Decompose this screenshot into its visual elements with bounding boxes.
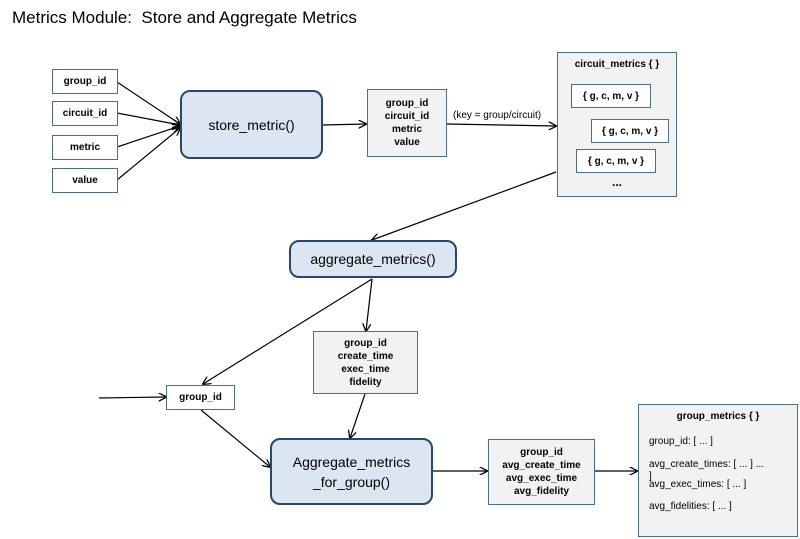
group-id-box: group_id <box>166 385 235 410</box>
field-label: group_id <box>385 98 429 109</box>
arrow-circuit-id-to-store <box>116 112 180 125</box>
field-label: fidelity <box>349 376 382 388</box>
field-label: group_id <box>520 447 563 458</box>
entry-label: { g, c, m, v } <box>582 90 640 102</box>
field-label: circuit_id <box>384 111 430 122</box>
circuit-metrics-panel: circuit_metrics { } { g, c, m, v } { g, … <box>557 52 677 197</box>
input-metric: metric <box>52 135 118 160</box>
circuit-metric-entry: { g, c, m, v } <box>591 119 669 143</box>
key-label: (key = group/circuit) <box>453 110 542 121</box>
group-metrics-line: avg_fidelities: [ ... ] <box>649 501 732 512</box>
input-group-id: group_id <box>52 69 118 94</box>
field-label: avg_fidelity <box>513 486 570 497</box>
arrow-metric-to-store <box>116 126 180 148</box>
function-label: _for_group() <box>312 473 391 490</box>
ellipsis: ... <box>611 175 622 189</box>
circuit-metrics-title: circuit_metrics { } <box>574 59 660 70</box>
field-label: group_id <box>344 337 387 349</box>
group-metrics-line: ] <box>649 471 652 482</box>
field-label: group_id <box>179 392 222 403</box>
group-metrics-line: avg_exec_times: [ ... ] <box>649 479 747 490</box>
arrow-external-to-group-id <box>98 397 166 398</box>
entry-label: { g, c, m, v } <box>587 155 645 167</box>
store-metric-function: store_metric() <box>180 90 323 159</box>
arrow-aggregate-to-fields <box>366 278 373 331</box>
field-label: metric <box>391 124 422 135</box>
arrow-fields-to-circuit-metrics <box>446 124 556 126</box>
group-metrics-line: avg_create_times: [ ... ] ... <box>649 459 765 470</box>
input-circuit-id: circuit_id <box>52 101 118 126</box>
arrow-circuit-metrics-to-aggregate <box>372 171 557 240</box>
aggregate-for-group-function: Aggregate_metrics _for_group() <box>270 438 433 505</box>
aggregate-metrics-function: aggregate_metrics() <box>289 240 457 278</box>
input-label: value <box>72 175 98 186</box>
group-metrics-line: group_id: [ ... ] <box>649 436 713 447</box>
arrow-value-to-store <box>116 128 180 181</box>
input-label: metric <box>69 142 100 153</box>
aggregate-fields-box: group_id create_time exec_time fidelity <box>313 331 418 394</box>
input-value: value <box>52 168 118 193</box>
arrow-group-id-to-store <box>116 81 180 124</box>
field-label: create_time <box>337 350 394 362</box>
function-label: Aggregate_metrics <box>292 453 411 470</box>
function-label: aggregate_metrics() <box>310 251 436 267</box>
group-metrics-panel: group_metrics { } group_id: [ ... ] avg_… <box>638 404 798 537</box>
stored-fields-box: group_id circuit_id metric value <box>367 89 447 157</box>
field-label: value <box>394 137 420 148</box>
field-label: avg_create_time <box>502 460 581 471</box>
field-label: avg_exec_time <box>505 473 578 484</box>
input-label: circuit_id <box>62 108 108 119</box>
function-label: store_metric() <box>208 116 295 133</box>
arrow-store-to-fields <box>322 124 366 125</box>
arrow-fields-to-aggregate-for-group <box>350 393 366 438</box>
output-fields-box: group_id avg_create_time avg_exec_time a… <box>488 439 595 505</box>
circuit-metric-entry: { g, c, m, v } <box>576 149 656 173</box>
field-label: exec_time <box>341 363 390 375</box>
input-label: group_id <box>63 76 107 87</box>
arrow-aggregate-to-group-id <box>203 278 373 384</box>
entry-label: { g, c, m, v } <box>601 125 659 137</box>
arrow-group-id-to-aggregate-for-group <box>200 409 270 467</box>
group-metrics-title: group_metrics { } <box>676 411 760 422</box>
page-title: Metrics Module: Store and Aggregate Metr… <box>12 8 357 27</box>
circuit-metric-entry: { g, c, m, v } <box>571 84 651 108</box>
